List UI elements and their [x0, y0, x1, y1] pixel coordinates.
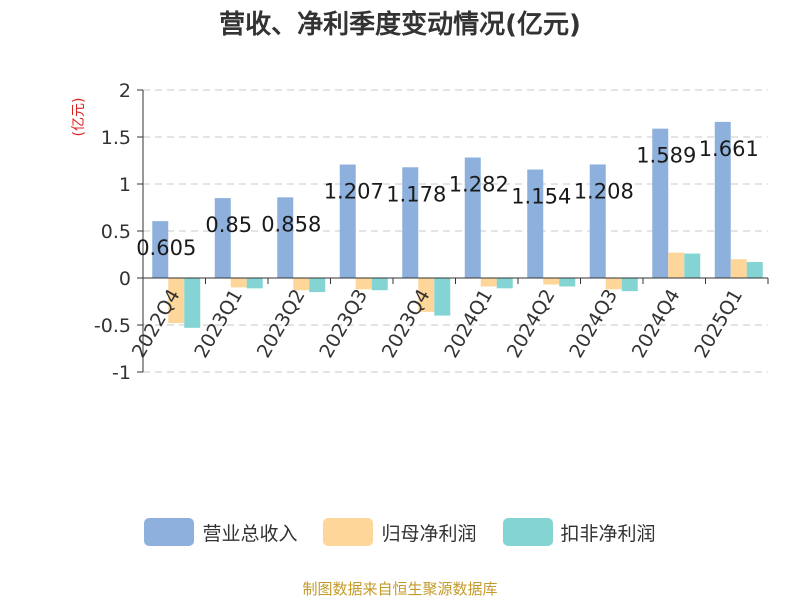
bar-2025Q1-series-1	[730, 259, 747, 278]
bar-2024Q4-series-0	[652, 128, 669, 278]
legend-label-revenue: 营业总收入	[202, 522, 298, 545]
bars	[152, 121, 763, 328]
bar-2023Q2-series-1	[293, 278, 310, 291]
bar-2024Q4-series-2	[684, 253, 701, 278]
chart-title: 营收、净利季度变动情况(亿元)	[219, 9, 581, 40]
legend-item-revenue[interactable]: 营业总收入	[144, 518, 297, 546]
bar-2024Q3-series-2	[621, 278, 638, 292]
bar-2023Q4-series-0	[402, 167, 419, 278]
bar-2023Q3-series-0	[339, 164, 356, 278]
bar-2023Q1-series-0	[214, 198, 231, 278]
bar-2024Q2-series-1	[543, 278, 560, 285]
y-tick-label: -0.5	[94, 315, 131, 337]
legend-swatch-revenue	[144, 518, 195, 546]
data-label-revenue: 0.605	[136, 236, 196, 260]
data-label-revenue: 1.661	[699, 137, 759, 161]
data-label-revenue: 1.207	[324, 180, 384, 204]
bar-2024Q3-series-1	[605, 278, 622, 290]
bar-2024Q3-series-0	[589, 164, 606, 278]
bar-2024Q1-series-2	[496, 278, 513, 289]
legend-item-net-profit[interactable]: 归母净利润	[323, 518, 477, 546]
bar-2023Q1-series-2	[246, 278, 263, 289]
legend-swatch-net-profit	[323, 518, 374, 546]
data-label-revenue: 1.208	[574, 179, 634, 203]
bar-2023Q1-series-1	[230, 278, 247, 288]
bar-2022Q4-series-1	[168, 278, 185, 324]
x-tick-label: 2022Q4	[128, 286, 185, 362]
legend-label-deducted-net-profit: 扣非净利润	[560, 522, 656, 545]
bar-2023Q4-series-2	[434, 278, 451, 316]
x-tick-label: 2023Q3	[315, 286, 372, 362]
x-tick-label: 2025Q1	[690, 286, 747, 362]
bar-2024Q2-series-0	[527, 169, 544, 278]
y-tick-label: 1	[119, 174, 131, 196]
bar-2023Q3-series-1	[355, 278, 372, 290]
source-note: 制图数据来自恒生聚源数据库	[302, 580, 498, 598]
data-label-revenue: 0.858	[261, 212, 321, 236]
y-tick-label: -1	[112, 362, 131, 384]
bar-2025Q1-series-0	[714, 121, 731, 278]
bar-2024Q1-series-0	[464, 157, 481, 278]
bar-2023Q2-series-0	[277, 197, 294, 278]
bar-2025Q1-series-2	[746, 262, 763, 278]
bar-2024Q2-series-2	[559, 278, 576, 287]
legend-item-deducted-net-profit[interactable]: 扣非净利润	[502, 518, 656, 546]
data-label-revenue: 1.282	[449, 172, 509, 196]
bar-2023Q4-series-1	[418, 278, 435, 312]
bar-2023Q2-series-2	[309, 278, 326, 293]
legend-swatch-deducted-net-profit	[502, 518, 553, 546]
data-label-revenue: 0.85	[205, 213, 252, 237]
x-tick-label: 2023Q4	[378, 286, 435, 362]
y-tick-label: 1.5	[101, 127, 131, 149]
data-label-revenue: 1.589	[636, 144, 696, 168]
x-tick-label: 2024Q4	[628, 286, 685, 362]
bar-2024Q4-series-1	[668, 252, 685, 278]
legend: 营业总收入 归母净利润 扣非净利润	[0, 518, 800, 546]
data-label-revenue: 1.178	[386, 182, 446, 206]
x-tick-label: 2024Q2	[503, 286, 560, 362]
bar-2022Q4-series-0	[152, 221, 169, 278]
legend-label-net-profit: 归母净利润	[381, 522, 477, 545]
x-tick-label: 2023Q2	[253, 286, 310, 362]
bar-2022Q4-series-2	[184, 278, 201, 328]
y-tick-label: 0	[119, 268, 131, 290]
y-axis-label: (亿元)	[71, 98, 87, 137]
x-tick-label: 2024Q3	[565, 286, 622, 362]
bar-2023Q3-series-2	[371, 278, 388, 291]
data-label-revenue: 1.154	[511, 185, 571, 209]
y-tick-label: 0.5	[101, 221, 131, 243]
bar-2024Q1-series-1	[480, 278, 497, 287]
y-tick-label: 2	[119, 80, 131, 102]
